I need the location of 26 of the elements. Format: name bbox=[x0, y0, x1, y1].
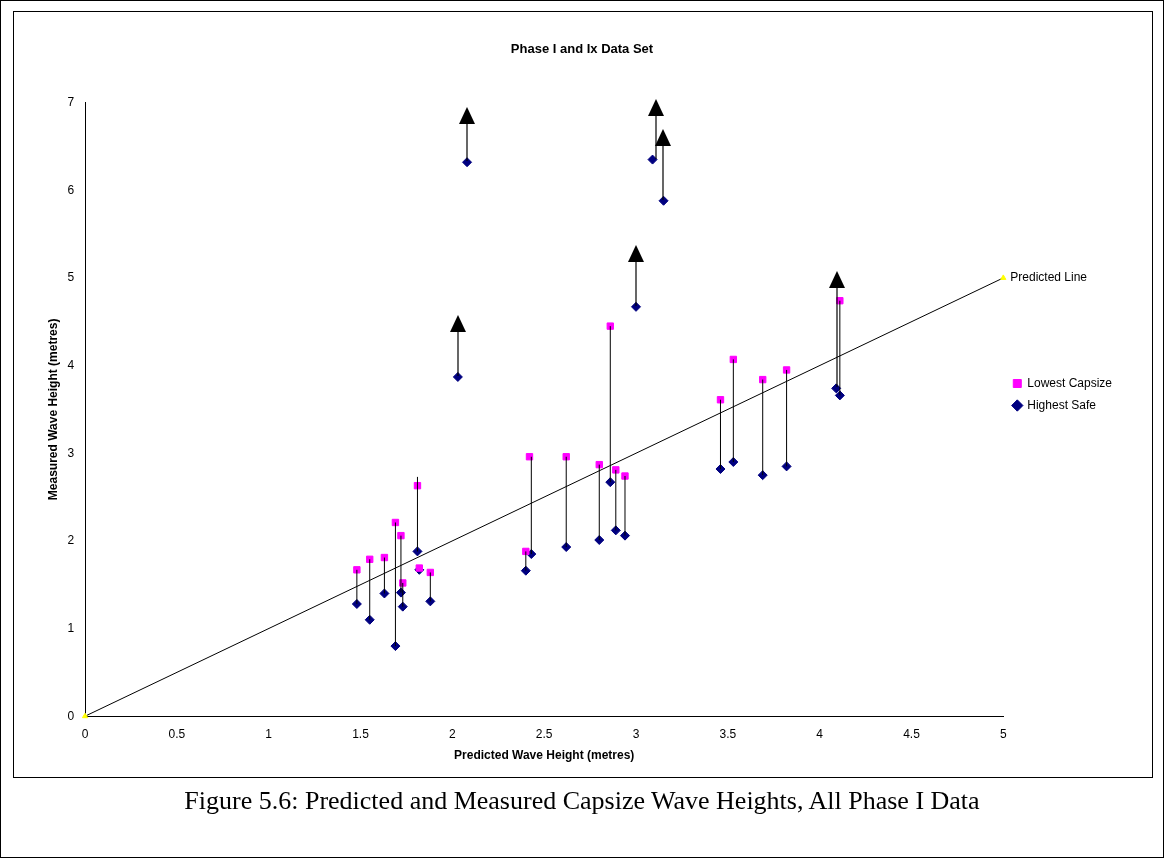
x-tick-label: 5 bbox=[999, 726, 1007, 741]
y-tick-label: 5 bbox=[67, 270, 75, 285]
y-tick-label: 7 bbox=[67, 94, 75, 109]
x-tick-label: 3.5 bbox=[719, 726, 737, 741]
y-tick-label: 0 bbox=[67, 708, 75, 723]
x-tick-label: 2.5 bbox=[535, 726, 553, 741]
x-tick-label: 1.5 bbox=[352, 726, 370, 741]
y-tick-label: 3 bbox=[67, 445, 75, 460]
x-tick-label: 0 bbox=[81, 726, 89, 741]
x-tick-label: 3 bbox=[632, 726, 640, 741]
x-tick-label: 2 bbox=[449, 726, 457, 741]
caption: Figure 5.6: Predicted and Measured Capsize Wave Heights, All Phase I Data bbox=[183, 786, 981, 816]
chart-title: Phase I and Ix Data Set bbox=[510, 41, 654, 57]
y-axis-title: Measured Wave Height (metres) bbox=[45, 318, 60, 501]
y-tick-label: 4 bbox=[67, 357, 75, 372]
x-tick-label: 4.5 bbox=[903, 726, 921, 741]
x-tick-label: 0.5 bbox=[168, 726, 186, 741]
legend-label: Highest Safe bbox=[1027, 397, 1097, 412]
x-tick-label: 1 bbox=[265, 726, 273, 741]
y-tick-label: 6 bbox=[67, 182, 75, 197]
legend-label: Lowest Capsize bbox=[1027, 375, 1113, 390]
series-label: Predicted Line bbox=[1010, 270, 1088, 285]
x-tick-label: 4 bbox=[816, 726, 824, 741]
x-axis-title: Predicted Wave Height (metres) bbox=[454, 748, 635, 763]
y-tick-label: 2 bbox=[67, 533, 75, 548]
y-tick-label: 1 bbox=[67, 620, 75, 635]
